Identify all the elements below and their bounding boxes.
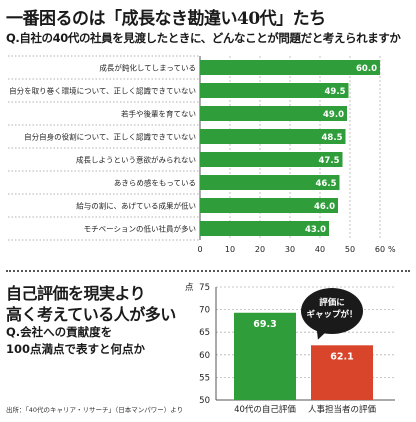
- bar: [200, 83, 349, 98]
- y-tick-label: 50: [199, 396, 210, 406]
- y-tick-label: 65: [199, 328, 210, 338]
- bar-value-label: 62.1: [330, 351, 353, 362]
- section-divider: [6, 270, 410, 272]
- x-tick-label: 50: [345, 245, 355, 254]
- category-label: あきらめ感をもっている: [114, 178, 196, 188]
- y-tick-label: 55: [199, 373, 210, 383]
- bar: [200, 175, 340, 190]
- horizontal-bar-chart: 0 10 20 30 40 50 60 % 成長が鈍化してしまっている 60.0 自分を取り巻く環境…: [8, 55, 396, 254]
- bar: [234, 312, 296, 400]
- speech-bubble-text: 評価に ギャップが！: [301, 297, 363, 321]
- bar-value-label: 60.0: [356, 64, 377, 74]
- bar-value-label: 49.0: [323, 110, 344, 120]
- survey-question: Q.自社の40代の社員を見渡したときに、どんなことが問題だと考えられますか: [6, 31, 401, 45]
- y-tick-label: 60: [199, 351, 210, 361]
- bar: [200, 60, 380, 75]
- bar: [311, 345, 373, 400]
- source-note: 出所：「40代のキャリア・リサーチ」（日本マンパワー）より: [6, 406, 184, 414]
- x-tick-label: 10: [225, 245, 235, 254]
- category-label: 人事担当者の評価: [308, 404, 377, 415]
- bubble-line1: 評価に: [319, 298, 345, 308]
- category-label: 成長しようという意欲がみられない: [76, 155, 196, 165]
- x-unit-label: %: [388, 245, 396, 254]
- bar: [200, 198, 338, 213]
- bar-value-label: 46.0: [314, 202, 335, 212]
- bar-value-label: 48.5: [322, 133, 343, 143]
- y-tick-label: 70: [199, 306, 210, 316]
- x-tick-label: 20: [255, 245, 265, 254]
- bar: [200, 129, 346, 144]
- x-tick-label: 40: [315, 245, 325, 254]
- category-label: 自分を取り巻く環境について、正しく認識できていない: [9, 86, 196, 96]
- bar: [200, 152, 343, 167]
- y-unit-label: 点: [185, 283, 194, 293]
- category-label: 成長が鈍化してしまっている: [99, 63, 196, 73]
- bubble-line2: ギャップが！: [306, 310, 358, 320]
- bar-value-label: 47.5: [319, 156, 340, 166]
- section-title-line1: 自己評価を現実より: [6, 284, 146, 303]
- category-label: 若手や後輩を育てない: [121, 109, 196, 119]
- section-question-line1: Q.会社への貢献度を: [6, 325, 113, 339]
- speech-bubble-tail: [312, 326, 328, 342]
- bar-value-label: 49.5: [325, 87, 346, 97]
- page-title: 一番困るのは「成長なき勘違い40代」たち: [6, 9, 326, 29]
- category-label: 自分自身の役割について、正しく認識できていない: [24, 132, 196, 142]
- category-label: モチベーションの低い社員が多い: [84, 224, 196, 234]
- x-tick-label: 0: [197, 245, 202, 254]
- category-label: 40代の自己評価: [234, 404, 296, 415]
- bar-value-label: 43.0: [305, 225, 326, 235]
- bar: [200, 221, 329, 236]
- x-tick-label: 30: [285, 245, 295, 254]
- section-title-line2: 高く考えている人が多い: [6, 305, 176, 324]
- speech-bubble: [301, 288, 363, 334]
- bar-value-label: 46.5: [316, 179, 337, 189]
- bar-value-label: 69.3: [253, 319, 276, 330]
- y-tick-label: 75: [199, 283, 210, 293]
- bar: [200, 106, 347, 121]
- x-tick-label: 60: [375, 245, 385, 254]
- category-label: 給与の割に、あげている成果が低い: [76, 201, 196, 211]
- section-question-line2: 100点満点で表すと何点か: [6, 342, 146, 356]
